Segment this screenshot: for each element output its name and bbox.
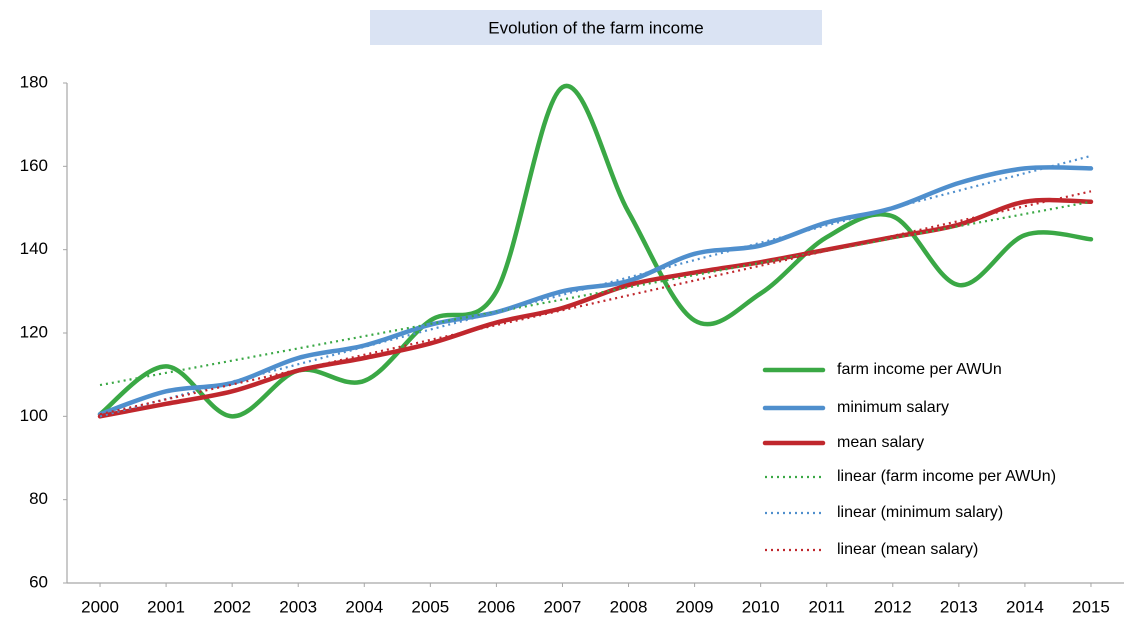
x-tick-label: 2015: [1072, 597, 1110, 616]
legend-label: mean salary: [837, 434, 924, 451]
legend-label: linear (mean salary): [837, 541, 978, 558]
y-tick-label: 140: [20, 239, 48, 258]
x-tick-label: 2001: [147, 597, 185, 616]
chart-title: Evolution of the farm income: [488, 18, 703, 37]
x-tick-label: 2010: [742, 597, 780, 616]
legend-label: farm income per AWUn: [837, 361, 1002, 378]
legend-label: linear (minimum salary): [837, 504, 1003, 521]
x-tick-label: 2013: [940, 597, 978, 616]
legend-label: linear (farm income per AWUn): [837, 468, 1056, 485]
y-tick-label: 160: [20, 156, 48, 175]
y-tick-label: 120: [20, 322, 48, 341]
x-tick-label: 2008: [610, 597, 648, 616]
trend-line: [99, 154, 1092, 418]
x-tick-label: 2007: [544, 597, 582, 616]
y-tick-label: 180: [20, 72, 48, 91]
x-tick-label: 2002: [213, 597, 251, 616]
x-tick-label: 2012: [874, 597, 912, 616]
title-box: [370, 10, 822, 45]
trend-line: [99, 190, 1092, 416]
legend-label: minimum salary: [837, 399, 949, 416]
x-tick-label: 2009: [676, 597, 714, 616]
x-tick-label: 2005: [411, 597, 449, 616]
y-tick-label: 80: [29, 489, 48, 508]
series-line: [97, 165, 1094, 417]
x-tick-label: 2004: [345, 597, 383, 616]
y-tick-label: 60: [29, 572, 48, 591]
x-tick-label: 2006: [477, 597, 515, 616]
x-tick-label: 2011: [808, 597, 845, 616]
y-tick-label: 100: [20, 406, 48, 425]
x-tick-label: 2014: [1006, 597, 1044, 616]
x-tick-label: 2003: [279, 597, 317, 616]
series-line: [97, 197, 1094, 419]
x-tick-label: 2000: [81, 597, 119, 616]
